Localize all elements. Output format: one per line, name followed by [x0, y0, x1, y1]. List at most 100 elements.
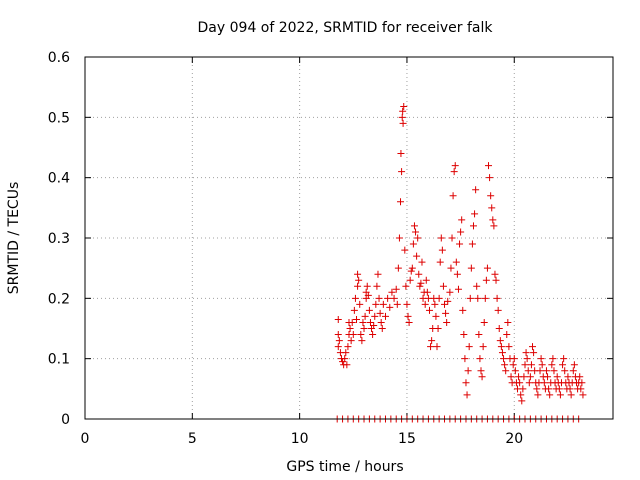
data-point	[548, 361, 556, 369]
data-point	[334, 343, 342, 351]
data-point	[504, 318, 512, 326]
data-point	[432, 312, 440, 320]
data-point	[415, 270, 423, 278]
data-point	[341, 355, 349, 363]
y-tick-label: 0.4	[48, 171, 70, 187]
data-point	[486, 174, 494, 182]
data-point	[376, 309, 384, 317]
data-point	[510, 355, 518, 363]
data-point	[464, 367, 472, 375]
data-point	[474, 294, 482, 302]
data-point	[487, 192, 495, 200]
data-point	[461, 355, 469, 363]
data-point	[542, 367, 550, 375]
data-point	[579, 391, 587, 399]
data-point	[481, 294, 489, 302]
data-point	[507, 373, 515, 381]
data-point	[451, 162, 459, 170]
data-point	[529, 343, 537, 351]
data-point	[577, 385, 585, 393]
data-point	[364, 291, 372, 299]
data-point	[564, 373, 572, 381]
data-point	[377, 318, 385, 326]
data-point	[447, 264, 455, 272]
data-point	[500, 355, 508, 363]
data-point	[462, 379, 470, 387]
data-point	[354, 282, 362, 290]
data-point	[379, 300, 387, 308]
data-point	[452, 258, 460, 266]
data-point	[403, 300, 411, 308]
data-point	[386, 303, 394, 311]
data-point	[372, 300, 380, 308]
data-point	[501, 361, 509, 369]
data-point	[457, 228, 465, 236]
data-point	[570, 361, 578, 369]
data-point	[498, 349, 506, 357]
data-point	[354, 270, 362, 278]
y-tick-labels: 0 0.1 0.2 0.3 0.4 0.5 0.6	[48, 50, 70, 428]
data-point	[443, 318, 451, 326]
data-point	[523, 355, 531, 363]
data-point	[482, 276, 490, 284]
data-point	[408, 264, 416, 272]
data-point	[397, 198, 405, 206]
data-point	[538, 361, 546, 369]
data-point	[399, 107, 407, 115]
data-point	[559, 361, 567, 369]
data-point	[369, 331, 377, 339]
data-point	[343, 361, 351, 369]
data-point	[394, 264, 402, 272]
data-point	[348, 318, 356, 326]
data-point	[423, 288, 431, 296]
data-point	[496, 337, 504, 345]
data-point	[366, 318, 374, 326]
data-point	[578, 379, 586, 387]
data-point	[530, 349, 538, 357]
y-axis-title: SRMTID / TECUs	[6, 182, 22, 295]
data-point	[454, 285, 462, 293]
data-point	[467, 264, 475, 272]
data-point	[413, 252, 421, 260]
data-point	[356, 300, 364, 308]
x-tick-label: 0	[81, 431, 90, 447]
data-point	[488, 204, 496, 212]
data-point	[566, 385, 574, 393]
data-point	[516, 379, 524, 387]
data-point	[438, 246, 446, 254]
x-tick-label: 15	[398, 431, 416, 447]
x-tick-label: 5	[188, 431, 197, 447]
data-point	[431, 300, 439, 308]
data-point	[471, 210, 479, 218]
data-point	[342, 349, 350, 357]
y-tick-label: 0.1	[48, 352, 70, 368]
data-point	[351, 294, 359, 302]
data-point	[441, 300, 449, 308]
data-point	[416, 282, 424, 290]
data-point	[493, 294, 501, 302]
plot-frame	[84, 56, 614, 420]
y-tick-label: 0.5	[48, 110, 70, 126]
data-point	[448, 234, 456, 242]
y-tick-label: 0	[61, 412, 70, 428]
data-point	[485, 162, 493, 170]
data-point	[553, 373, 561, 381]
data-point	[520, 373, 528, 381]
data-point	[478, 373, 486, 381]
data-point	[569, 367, 577, 375]
data-point	[449, 192, 457, 200]
data-point	[453, 270, 461, 278]
data-point	[479, 343, 487, 351]
data-point	[371, 312, 379, 320]
data-point	[358, 337, 366, 345]
data-point	[502, 367, 510, 375]
data-point	[353, 315, 361, 323]
data-point	[456, 240, 464, 248]
data-point	[355, 276, 363, 284]
data-point	[378, 325, 386, 332]
data-point	[393, 300, 401, 308]
data-point	[483, 264, 491, 272]
data-point	[555, 385, 563, 393]
data-point	[505, 343, 513, 351]
